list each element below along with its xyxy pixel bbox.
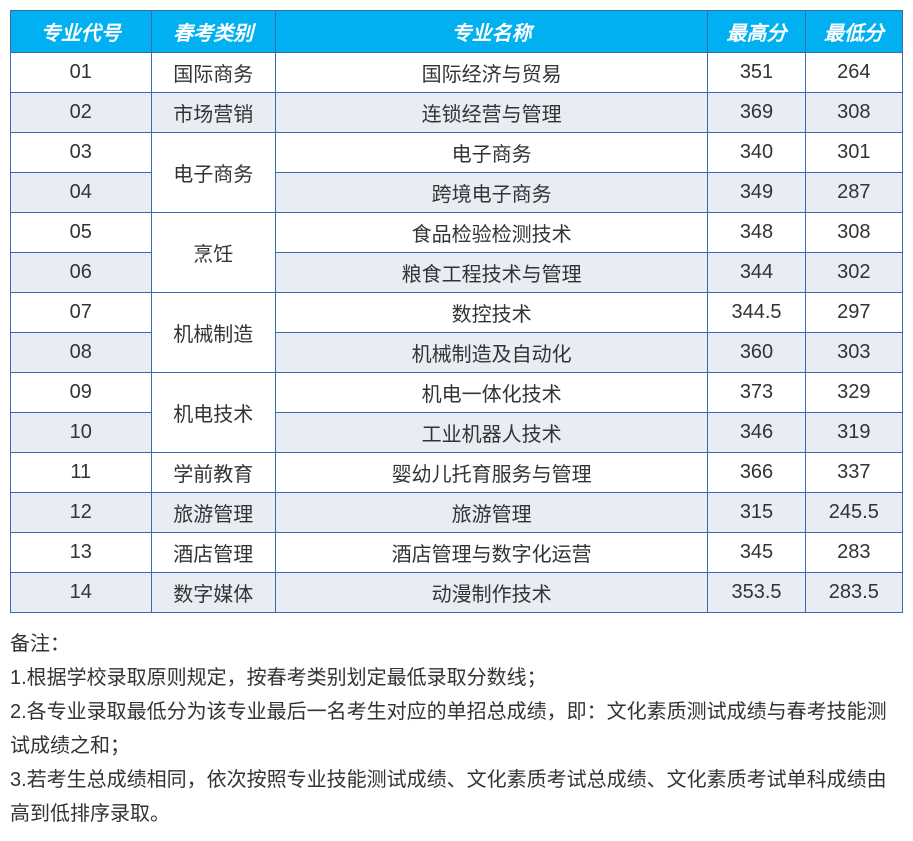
table-row: 03电子商务电子商务340301 (11, 133, 903, 173)
table-row: 09机电技术机电一体化技术373329 (11, 373, 903, 413)
header-max: 最高分 (708, 11, 805, 53)
notes-title: 备注： (10, 627, 903, 661)
cell-max: 344.5 (708, 293, 805, 333)
cell-min: 283.5 (805, 573, 902, 613)
cell-name: 国际经济与贸易 (275, 53, 707, 93)
cell-code: 10 (11, 413, 152, 453)
table-row: 06 粮食工程技术与管理344302 (11, 253, 903, 293)
cell-name: 数控技术 (275, 293, 707, 333)
cell-category: 数字媒体 (151, 573, 275, 613)
cell-min: 308 (805, 213, 902, 253)
cell-code: 04 (11, 173, 152, 213)
table-row: 12旅游管理旅游管理315245.5 (11, 493, 903, 533)
cell-code: 02 (11, 93, 152, 133)
table-row: 14数字媒体动漫制作技术353.5283.5 (11, 573, 903, 613)
cell-name: 机械制造及自动化 (275, 333, 707, 373)
cell-name: 工业机器人技术 (275, 413, 707, 453)
cell-code: 11 (11, 453, 152, 493)
cell-min: 302 (805, 253, 902, 293)
cell-min: 337 (805, 453, 902, 493)
cell-min: 303 (805, 333, 902, 373)
cell-min: 283 (805, 533, 902, 573)
notes-item-2: 2.各专业录取最低分为该专业最后一名考生对应的单招总成绩，即：文化素质测试成绩与… (10, 695, 903, 763)
header-name: 专业名称 (275, 11, 707, 53)
cell-max: 315 (708, 493, 805, 533)
cell-max: 353.5 (708, 573, 805, 613)
table-row: 04 跨境电子商务349287 (11, 173, 903, 213)
cell-category: 机械制造 (151, 293, 275, 373)
cell-max: 344 (708, 253, 805, 293)
cell-category: 酒店管理 (151, 533, 275, 573)
cell-name: 旅游管理 (275, 493, 707, 533)
cell-code: 08 (11, 333, 152, 373)
cell-max: 373 (708, 373, 805, 413)
cell-name: 连锁经营与管理 (275, 93, 707, 133)
cell-code: 06 (11, 253, 152, 293)
cell-min: 301 (805, 133, 902, 173)
cell-name: 机电一体化技术 (275, 373, 707, 413)
table-row: 07机械制造数控技术344.5297 (11, 293, 903, 333)
cell-code: 07 (11, 293, 152, 333)
cell-max: 366 (708, 453, 805, 493)
table-row: 05烹饪食品检验检测技术348308 (11, 213, 903, 253)
cell-min: 319 (805, 413, 902, 453)
notes-item-3: 3.若考生总成绩相同，依次按照专业技能测试成绩、文化素质考试总成绩、文化素质考试… (10, 763, 903, 831)
cell-code: 05 (11, 213, 152, 253)
table-row: 01国际商务国际经济与贸易351264 (11, 53, 903, 93)
header-code: 专业代号 (11, 11, 152, 53)
cell-code: 03 (11, 133, 152, 173)
cell-category: 市场营销 (151, 93, 275, 133)
cell-max: 340 (708, 133, 805, 173)
cell-max: 348 (708, 213, 805, 253)
cell-min: 308 (805, 93, 902, 133)
cell-name: 食品检验检测技术 (275, 213, 707, 253)
cell-category: 学前教育 (151, 453, 275, 493)
cell-min: 287 (805, 173, 902, 213)
table-row: 13酒店管理酒店管理与数字化运营345283 (11, 533, 903, 573)
cell-max: 346 (708, 413, 805, 453)
cell-category: 国际商务 (151, 53, 275, 93)
cell-name: 电子商务 (275, 133, 707, 173)
score-table: 专业代号 春考类别 专业名称 最高分 最低分 01国际商务国际经济与贸易3512… (10, 10, 903, 613)
cell-name: 酒店管理与数字化运营 (275, 533, 707, 573)
cell-code: 01 (11, 53, 152, 93)
cell-name: 粮食工程技术与管理 (275, 253, 707, 293)
cell-name: 婴幼儿托育服务与管理 (275, 453, 707, 493)
cell-name: 跨境电子商务 (275, 173, 707, 213)
cell-min: 245.5 (805, 493, 902, 533)
table-row: 11学前教育婴幼儿托育服务与管理366337 (11, 453, 903, 493)
table-row: 10 工业机器人技术346319 (11, 413, 903, 453)
cell-max: 345 (708, 533, 805, 573)
cell-min: 264 (805, 53, 902, 93)
table-body: 01国际商务国际经济与贸易35126402市场营销连锁经营与管理36930803… (11, 53, 903, 613)
cell-max: 360 (708, 333, 805, 373)
cell-min: 297 (805, 293, 902, 333)
cell-max: 349 (708, 173, 805, 213)
cell-category: 烹饪 (151, 213, 275, 293)
header-min: 最低分 (805, 11, 902, 53)
notes-section: 备注： 1.根据学校录取原则规定，按春考类别划定最低录取分数线； 2.各专业录取… (10, 627, 903, 831)
cell-code: 09 (11, 373, 152, 413)
table-row: 02市场营销连锁经营与管理369308 (11, 93, 903, 133)
cell-min: 329 (805, 373, 902, 413)
cell-code: 12 (11, 493, 152, 533)
cell-max: 369 (708, 93, 805, 133)
cell-category: 电子商务 (151, 133, 275, 213)
cell-code: 14 (11, 573, 152, 613)
cell-code: 13 (11, 533, 152, 573)
header-category: 春考类别 (151, 11, 275, 53)
cell-max: 351 (708, 53, 805, 93)
cell-name: 动漫制作技术 (275, 573, 707, 613)
table-row: 08 机械制造及自动化360303 (11, 333, 903, 373)
header-row: 专业代号 春考类别 专业名称 最高分 最低分 (11, 11, 903, 53)
cell-category: 机电技术 (151, 373, 275, 453)
notes-item-1: 1.根据学校录取原则规定，按春考类别划定最低录取分数线； (10, 661, 903, 695)
cell-category: 旅游管理 (151, 493, 275, 533)
